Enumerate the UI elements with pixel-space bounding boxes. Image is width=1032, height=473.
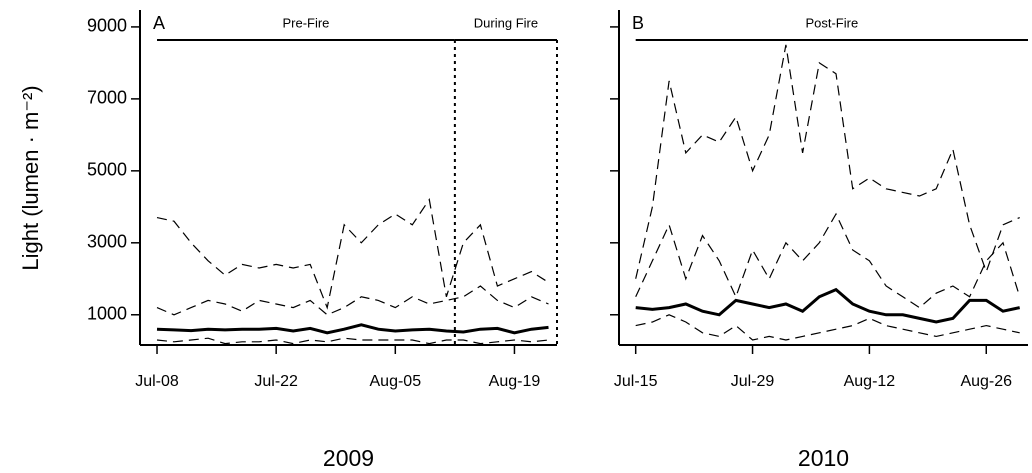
panel-label: A xyxy=(153,13,165,33)
period-label: During Fire xyxy=(474,15,538,30)
y-tick-label: 7000 xyxy=(87,88,127,108)
x-tick-label: Aug-12 xyxy=(844,373,896,390)
y-tick-label: 1000 xyxy=(87,304,127,324)
x-tick-label: Jul-29 xyxy=(731,373,775,390)
x-tick-label: Aug-19 xyxy=(489,373,541,390)
x-tick-label: Aug-26 xyxy=(960,373,1012,390)
series-line xyxy=(635,44,1020,279)
x-tick-label: Jul-08 xyxy=(135,373,179,390)
panel-label: B xyxy=(632,13,644,33)
y-tick-label: 3000 xyxy=(87,232,127,252)
series-line xyxy=(635,314,1020,341)
y-axis-label: Light (lumen · m⁻²) xyxy=(18,85,43,270)
y-tick-label: 5000 xyxy=(87,160,127,180)
x-tick-label: Jul-15 xyxy=(614,373,658,390)
series-line xyxy=(156,285,549,316)
x-tick-label: Aug-05 xyxy=(370,373,422,390)
period-label: Post-Fire xyxy=(805,15,858,30)
mean-line xyxy=(156,323,549,335)
x-tick-label: Jul-22 xyxy=(254,373,298,390)
series-line xyxy=(156,337,549,345)
series-line xyxy=(156,198,549,310)
series-line xyxy=(635,212,1021,309)
x-axis-label: 2009 xyxy=(323,445,374,471)
x-axis-label: 2010 xyxy=(798,445,849,471)
y-tick-label: 9000 xyxy=(87,16,127,36)
mean-line xyxy=(635,287,1021,324)
period-label: Pre-Fire xyxy=(282,15,329,30)
